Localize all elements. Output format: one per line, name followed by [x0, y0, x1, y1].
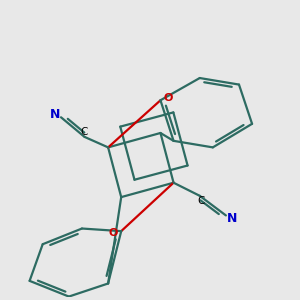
Text: N: N	[226, 212, 237, 225]
Text: O: O	[164, 93, 173, 103]
Text: C: C	[197, 196, 204, 206]
Text: O: O	[109, 228, 118, 238]
Text: N: N	[50, 108, 60, 121]
Text: C: C	[80, 127, 87, 137]
